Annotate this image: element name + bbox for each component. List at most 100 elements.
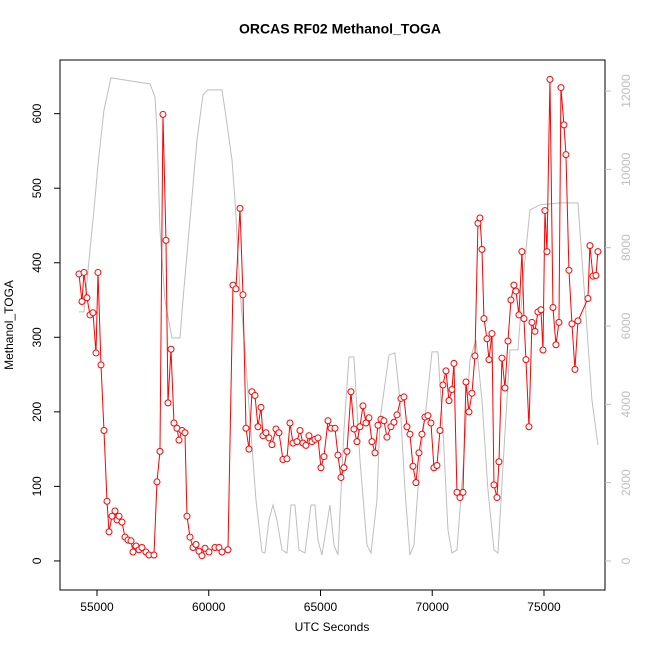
data-point (541, 207, 549, 215)
data-point (510, 281, 518, 289)
y2-tick-label: 4000 (619, 391, 633, 418)
data-point (239, 291, 247, 299)
data-point (314, 434, 322, 442)
data-point (83, 294, 91, 302)
data-point (167, 345, 175, 353)
data-point (543, 248, 551, 256)
data-point (324, 417, 332, 425)
data-point (205, 548, 213, 556)
y2-tick-label: 12000 (619, 74, 633, 108)
data-point (571, 365, 579, 373)
data-point (340, 464, 348, 472)
data-point (400, 393, 408, 401)
data-point (374, 421, 382, 429)
data-point (334, 451, 342, 459)
y2-tick-label: 6000 (619, 312, 633, 339)
data-point (448, 385, 456, 393)
y-tick-label: 600 (30, 103, 44, 123)
data-point (262, 429, 270, 437)
data-point (268, 441, 276, 449)
data-point (183, 512, 191, 520)
data-point (539, 346, 547, 354)
data-point (468, 389, 476, 397)
data-point (245, 445, 253, 453)
data-point (433, 462, 441, 470)
y-axis-label: Methanol_TOGA (2, 280, 16, 370)
x-tick-label: 65000 (304, 600, 338, 614)
data-point (594, 248, 602, 256)
data-point (275, 429, 283, 437)
data-point (424, 412, 432, 420)
data-point (153, 478, 161, 486)
y-tick-label: 300 (30, 327, 44, 347)
data-point (525, 423, 533, 431)
data-point (528, 318, 536, 326)
data-point (100, 426, 108, 434)
data-point (350, 425, 358, 433)
data-point (92, 349, 100, 357)
data-point (108, 512, 116, 520)
data-point (302, 441, 310, 449)
data-point (362, 419, 370, 427)
data-point (520, 315, 528, 323)
data-point (565, 266, 573, 274)
data-point (265, 434, 273, 442)
data-point (198, 552, 206, 560)
data-point (439, 381, 447, 389)
data-point (584, 295, 592, 303)
data-point (162, 236, 170, 244)
data-point (495, 458, 503, 466)
data-point (192, 541, 200, 549)
data-point (518, 248, 526, 256)
data-point (498, 354, 506, 362)
data-point (353, 438, 361, 446)
data-point (568, 320, 576, 328)
data-point (531, 327, 539, 335)
data-point (383, 433, 391, 441)
data-point (371, 449, 379, 457)
data-point (257, 403, 265, 411)
data-point (331, 424, 339, 432)
data-point (159, 110, 167, 118)
plot-frame (59, 59, 606, 591)
data-point (181, 429, 189, 437)
data-point (436, 426, 444, 434)
data-point (343, 447, 351, 455)
series-line (78, 77, 599, 556)
data-point (164, 399, 172, 407)
y-tick-label: 100 (30, 476, 44, 496)
data-point (337, 473, 345, 481)
y-tick-label: 400 (30, 252, 44, 272)
data-point (485, 356, 493, 364)
data-point (286, 419, 294, 427)
data-point (305, 432, 313, 440)
data-point (150, 551, 158, 559)
data-point (549, 303, 557, 311)
data-point (127, 537, 135, 545)
x-tick-label: 70000 (416, 600, 450, 614)
x-tick-label: 60000 (192, 600, 226, 614)
data-point (105, 528, 113, 536)
data-point (555, 318, 563, 326)
data-point (471, 352, 479, 360)
data-point (546, 75, 554, 83)
data-point (493, 494, 501, 502)
data-point (251, 391, 259, 399)
y2-tick-label: 0 (619, 557, 633, 564)
data-point (111, 507, 119, 515)
data-point (80, 268, 88, 276)
data-point (537, 306, 545, 314)
data-point (175, 436, 183, 444)
data-point (512, 287, 520, 295)
data-point (562, 151, 570, 159)
data-point (242, 424, 250, 432)
data-point (406, 430, 414, 438)
data-point (393, 411, 401, 419)
data-point (296, 426, 304, 434)
data-point (592, 271, 600, 279)
data-point (480, 315, 488, 323)
data-point (320, 453, 328, 461)
y2-tick-label: 10000 (619, 152, 633, 186)
data-point (78, 298, 86, 306)
